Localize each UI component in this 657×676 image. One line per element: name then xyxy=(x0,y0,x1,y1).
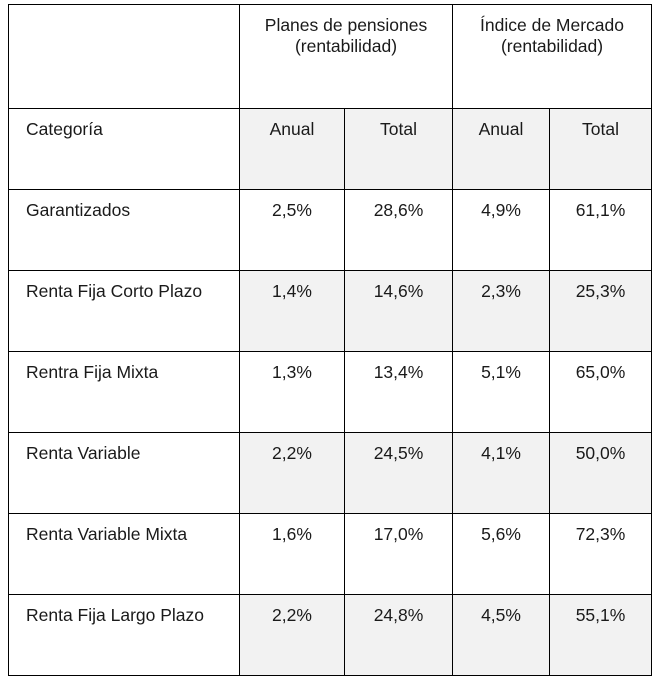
value-cell: 24,8% xyxy=(343,594,454,676)
table-row: Renta Variable 2,2% 24,5% 4,1% 50,0% xyxy=(8,432,653,514)
group-header-line1: Planes de pensiones xyxy=(264,15,428,35)
col-header-annual: Anual xyxy=(239,108,345,190)
value-cell: 2,2% xyxy=(239,594,345,676)
table-container: Planes de pensiones (rentabilidad) Índic… xyxy=(8,4,653,676)
empty-corner-cell xyxy=(8,4,240,109)
value-cell: 2,2% xyxy=(239,432,345,514)
category-cell: Renta Variable Mixta xyxy=(8,513,240,595)
col-header-annual: Anual xyxy=(452,108,551,190)
value-cell: 14,6% xyxy=(343,270,454,352)
returns-table: Planes de pensiones (rentabilidad) Índic… xyxy=(8,4,653,676)
category-cell: Garantizados xyxy=(8,189,240,271)
value-cell: 5,1% xyxy=(452,351,551,433)
value-cell: 1,4% xyxy=(239,270,345,352)
group-header-line1: Índice de Mercado xyxy=(480,15,625,35)
category-cell: Renta Fija Largo Plazo xyxy=(8,594,240,676)
table-row: Rentra Fija Mixta 1,3% 13,4% 5,1% 65,0% xyxy=(8,351,653,433)
category-header: Categoría xyxy=(8,108,240,190)
group-header-line2: (rentabilidad) xyxy=(294,36,398,56)
col-header-total: Total xyxy=(549,108,653,190)
value-cell: 2,5% xyxy=(239,189,345,271)
value-cell: 65,0% xyxy=(549,351,653,433)
value-cell: 28,6% xyxy=(343,189,454,271)
group-header-row: Planes de pensiones (rentabilidad) Índic… xyxy=(8,4,653,109)
group-header-market-index: Índice de Mercado (rentabilidad) xyxy=(452,4,653,109)
group-header-line2: (rentabilidad) xyxy=(500,36,604,56)
value-cell: 1,6% xyxy=(239,513,345,595)
value-cell: 17,0% xyxy=(343,513,454,595)
value-cell: 5,6% xyxy=(452,513,551,595)
subheader-row: Categoría Anual Total Anual Total xyxy=(8,108,653,190)
value-cell: 50,0% xyxy=(549,432,653,514)
table-row: Renta Fija Corto Plazo 1,4% 14,6% 2,3% 2… xyxy=(8,270,653,352)
table-row: Renta Fija Largo Plazo 2,2% 24,8% 4,5% 5… xyxy=(8,594,653,676)
table-row: Garantizados 2,5% 28,6% 4,9% 61,1% xyxy=(8,189,653,271)
value-cell: 4,9% xyxy=(452,189,551,271)
table-row: Renta Variable Mixta 1,6% 17,0% 5,6% 72,… xyxy=(8,513,653,595)
category-cell: Rentra Fija Mixta xyxy=(8,351,240,433)
group-header-pension-plans: Planes de pensiones (rentabilidad) xyxy=(238,4,454,109)
value-cell: 4,1% xyxy=(452,432,551,514)
col-header-total: Total xyxy=(343,108,454,190)
value-cell: 55,1% xyxy=(549,594,653,676)
value-cell: 13,4% xyxy=(343,351,454,433)
value-cell: 61,1% xyxy=(549,189,653,271)
value-cell: 24,5% xyxy=(343,432,454,514)
category-cell: Renta Variable xyxy=(8,432,240,514)
value-cell: 2,3% xyxy=(452,270,551,352)
value-cell: 72,3% xyxy=(549,513,653,595)
value-cell: 25,3% xyxy=(549,270,653,352)
value-cell: 4,5% xyxy=(452,594,551,676)
category-cell: Renta Fija Corto Plazo xyxy=(8,270,240,352)
value-cell: 1,3% xyxy=(239,351,345,433)
